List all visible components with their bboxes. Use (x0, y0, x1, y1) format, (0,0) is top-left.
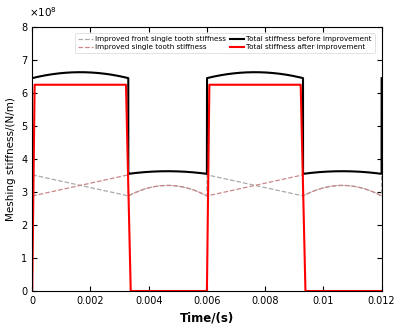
Total stiffness after improvement (32, 83, 37, 87)
Total stiffness before improvement (252, 70, 257, 74)
Improved single tooth stiffness (379, 194, 384, 198)
Total stiffness before improvement (30, 76, 34, 80)
Improved front single tooth stiffness (30, 173, 34, 177)
Improved single tooth stiffness (289, 176, 294, 180)
Improved front single tooth stiffness (237, 180, 241, 184)
Improved front single tooth stiffness (308, 191, 312, 195)
Total stiffness before improvement (78, 70, 83, 74)
Improved front single tooth stiffness (47, 177, 52, 181)
Total stiffness after improvement (237, 83, 241, 87)
Total stiffness after improvement (252, 83, 257, 87)
Total stiffness before improvement (379, 76, 384, 80)
Improved single tooth stiffness (308, 191, 312, 195)
Improved front single tooth stiffness (301, 194, 306, 198)
Text: $\times 10^8$: $\times 10^8$ (29, 5, 57, 19)
Total stiffness before improvement (308, 171, 312, 175)
Total stiffness before improvement (126, 172, 131, 176)
Total stiffness before improvement (47, 73, 52, 77)
Total stiffness after improvement (308, 289, 312, 293)
Improved single tooth stiffness (237, 187, 241, 191)
Total stiffness after improvement (379, 289, 384, 293)
Total stiffness after improvement (289, 83, 294, 87)
Improved single tooth stiffness (301, 173, 306, 177)
X-axis label: Time/(s): Time/(s) (180, 312, 234, 324)
Total stiffness after improvement (156, 289, 161, 293)
Total stiffness before improvement (237, 71, 241, 75)
Improved single tooth stiffness (30, 194, 34, 198)
Line: Total stiffness after improvement: Total stiffness after improvement (32, 85, 382, 291)
Total stiffness after improvement (47, 83, 52, 87)
Total stiffness before improvement (289, 74, 294, 78)
Line: Total stiffness before improvement: Total stiffness before improvement (32, 72, 382, 174)
Total stiffness before improvement (156, 169, 161, 173)
Improved front single tooth stiffness (156, 184, 161, 188)
Line: Improved single tooth stiffness: Improved single tooth stiffness (32, 175, 382, 196)
Total stiffness after improvement (30, 289, 34, 293)
Improved single tooth stiffness (156, 184, 161, 188)
Improved single tooth stiffness (47, 190, 52, 194)
Improved single tooth stiffness (252, 183, 257, 187)
Improved front single tooth stiffness (289, 191, 294, 195)
Y-axis label: Meshing stiffness/(N/m): Meshing stiffness/(N/m) (6, 97, 16, 221)
Improved front single tooth stiffness (379, 173, 384, 177)
Legend: Improved front single tooth stiffness, Improved single tooth stiffness, Total st: Improved front single tooth stiffness, I… (75, 33, 375, 53)
Line: Improved front single tooth stiffness: Improved front single tooth stiffness (32, 175, 382, 196)
Improved front single tooth stiffness (252, 183, 257, 187)
